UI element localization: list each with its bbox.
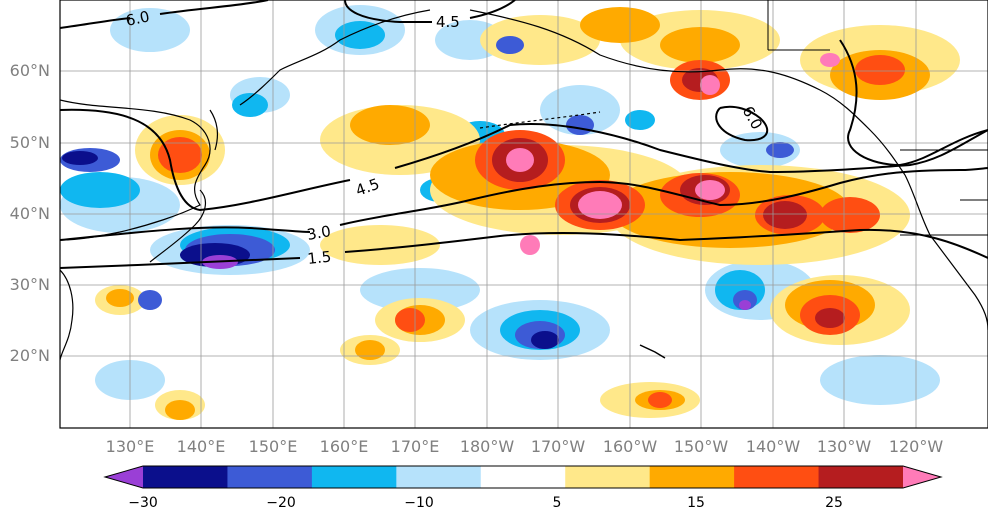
colorbar-cell <box>480 466 566 488</box>
latitude-labels: 60°N 50°N 40°N 30°N 20°N <box>10 61 50 365</box>
lon-label: 140°W <box>746 437 801 456</box>
colorbar-ticks: −30 −20 −10 5 15 25 <box>128 495 843 511</box>
gridlines <box>60 0 988 428</box>
colorbar-cell <box>227 466 313 488</box>
contour-label: 3.0 <box>306 222 333 244</box>
colorbar-tick-label: 15 <box>687 495 705 511</box>
lon-label: 160°E <box>320 437 369 456</box>
colorbar-tick-label: −30 <box>128 495 158 511</box>
china-coast <box>60 269 74 361</box>
north-america-west-coast <box>904 174 988 331</box>
contour-4.5-east <box>839 39 988 167</box>
coastlines <box>60 0 988 361</box>
lon-label: 120°W <box>889 437 944 456</box>
contour-6.0-ring <box>715 105 769 142</box>
colorbar-cell <box>396 466 482 488</box>
lon-label: 170°W <box>531 437 586 456</box>
colorbar-tick-label: 25 <box>825 495 843 511</box>
contour-lines <box>60 0 988 269</box>
lon-label: 150°E <box>249 437 298 456</box>
colorbar-cell <box>311 466 397 488</box>
kamchatka-coast <box>239 9 431 106</box>
lon-label: 170°E <box>391 437 440 456</box>
colorbar-tick-label: −20 <box>266 495 296 511</box>
contour-1.5 <box>60 228 988 269</box>
lon-label: 150°W <box>674 437 729 456</box>
lat-label: 60°N <box>10 61 50 80</box>
border-lines <box>767 0 830 51</box>
colorbar-cell <box>565 466 651 488</box>
plot-frame <box>59 0 988 429</box>
asia-coast <box>60 99 211 241</box>
lon-label: 130°W <box>817 437 872 456</box>
hawaii <box>639 344 666 359</box>
colorbar-cells <box>105 466 941 488</box>
lon-label: 160°W <box>603 437 658 456</box>
contour-4.5 <box>60 108 988 212</box>
contour-3.0 <box>60 167 988 241</box>
state-borders <box>900 149 988 236</box>
colorbar-tick-label: 5 <box>553 495 562 511</box>
contour-label: 1.5 <box>307 248 333 268</box>
colorbar-cell <box>734 466 820 488</box>
lon-label: 130°E <box>106 437 155 456</box>
lat-label: 30°N <box>10 275 50 294</box>
colorbar-extend-low <box>105 466 143 488</box>
contour-label: 6.0 <box>124 7 151 30</box>
colorbar-cell <box>818 466 904 488</box>
alaska-coast <box>469 9 906 176</box>
lon-label: 140°E <box>177 437 226 456</box>
colorbar: −30 −20 −10 5 15 25 <box>103 465 943 511</box>
contour-6.0-top <box>60 0 269 29</box>
pink-patches <box>506 53 840 255</box>
colorbar-tick-label: −10 <box>404 495 434 511</box>
longitude-labels: 130°E 140°E 150°E 160°E 170°E 180°W 170°… <box>106 437 944 456</box>
lat-label: 50°N <box>10 133 50 152</box>
colorbar-cell <box>143 466 228 488</box>
japan-coast <box>149 189 207 263</box>
colorbar-cell <box>649 466 735 488</box>
contour-label: 4.5 <box>436 13 460 31</box>
aleutian-chain <box>479 111 601 129</box>
colorbar-outline <box>103 465 943 489</box>
contour-4.5-top <box>344 0 516 23</box>
colorbar-extend-high <box>903 466 941 488</box>
lat-label: 20°N <box>10 346 50 365</box>
lon-label: 180°W <box>460 437 515 456</box>
lat-label: 40°N <box>10 204 50 223</box>
sakhalin-coast <box>209 109 218 151</box>
